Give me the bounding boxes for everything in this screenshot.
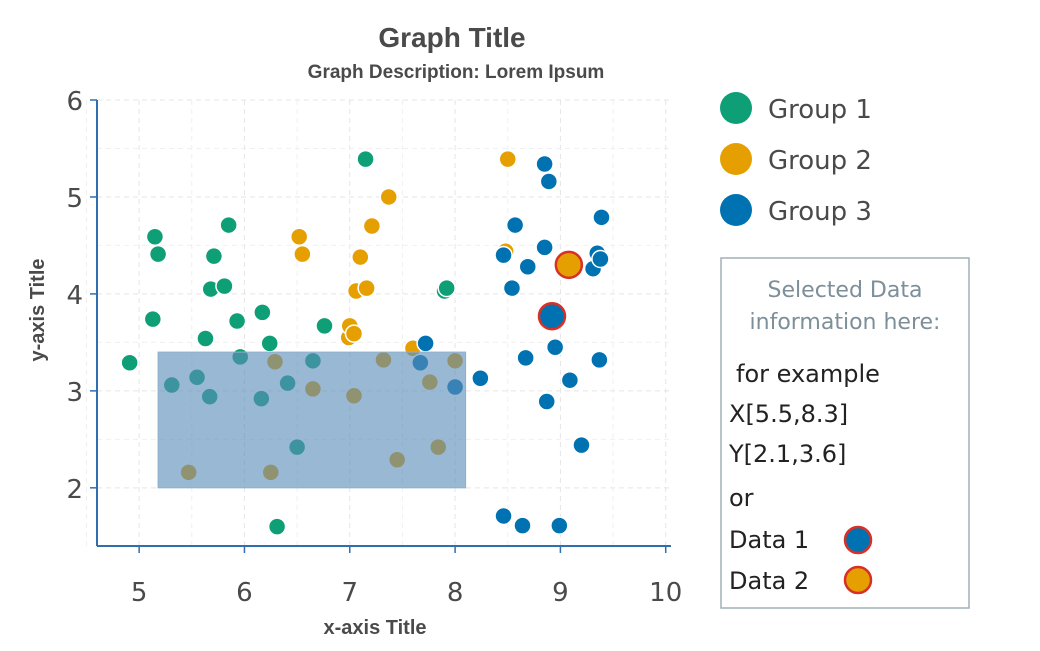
data-point-group-1[interactable] [227,311,247,331]
data-point-group-3[interactable] [494,245,513,265]
chart-subtitle: Graph Description: Lorem Ipsum [308,62,605,83]
data-point-group-1[interactable] [120,353,139,373]
y-tick-label: 6 [66,87,83,117]
data-point-group-1[interactable] [260,334,279,353]
legend-marker-group-3[interactable] [720,194,752,226]
y-tick-label: 4 [66,281,83,311]
info-panel-heading-2: information here: [750,310,941,335]
data-point-group-1[interactable] [196,329,215,348]
x-tick-label: 6 [236,578,253,608]
data-point-group-3[interactable] [471,369,490,388]
data-point-group-1[interactable] [315,316,334,336]
info-data1-marker [843,525,873,555]
data-point-group-3[interactable] [545,337,565,357]
data-point-group-3[interactable] [537,392,556,411]
data-point-group-1[interactable] [204,246,224,266]
x-tick-label: 5 [131,578,148,608]
info-example-label: for example [736,360,880,388]
y-tick-label: 5 [66,184,83,214]
data-point-group-3[interactable] [513,516,532,535]
data-point-group-1[interactable] [253,303,272,322]
legend-marker-group-1[interactable] [720,92,752,124]
data-point-group-3[interactable] [494,506,513,526]
highlighted-point-data-1[interactable] [537,301,567,331]
info-data1-label: Data 1 [729,526,809,554]
data-point-group-2[interactable] [362,216,382,236]
data-point-group-3[interactable] [550,516,569,535]
data-point-group-1[interactable] [267,517,287,536]
data-point-group-3[interactable] [518,257,538,277]
y-axis-title: y-axis Title [27,258,49,361]
data-point-group-1[interactable] [219,215,238,235]
legend: Group 1 Group 2 Group 3 [720,92,872,227]
x-tick-label: 9 [552,578,569,608]
legend-label[interactable]: Group 2 [768,146,872,176]
selected-data-info-panel: Selected Data information here: for exam… [720,257,970,609]
data-point-group-1[interactable] [215,276,234,296]
data-point-group-3[interactable] [505,215,525,235]
data-point-group-3[interactable] [539,172,559,191]
data-point-group-2[interactable] [498,149,518,169]
data-point-group-3[interactable] [516,348,535,368]
data-point-group-3[interactable] [535,238,554,257]
x-tick-label: 10 [649,578,682,608]
info-panel-heading-1: Selected Data [768,278,923,303]
highlighted-point-data-2[interactable] [554,250,584,280]
data-point-group-1[interactable] [143,309,163,329]
info-data2-marker [843,565,873,595]
x-axis-title: x-axis Title [323,617,426,639]
data-point-group-2[interactable] [344,324,364,343]
info-data2-label: Data 2 [729,567,809,595]
info-or-label: or [729,484,754,512]
data-point-group-3[interactable] [535,154,554,174]
info-y-range: Y[2.1,3.6] [728,440,846,468]
data-point-group-1[interactable] [148,244,168,264]
data-point-group-2[interactable] [293,244,312,264]
data-point-group-3[interactable] [416,334,435,353]
chart-title: Graph Title [378,22,525,53]
data-point-group-2[interactable] [289,227,309,246]
data-point-group-1[interactable] [145,227,165,246]
data-point-group-3[interactable] [592,208,611,227]
legend-marker-group-2[interactable] [720,143,752,175]
data-point-group-1[interactable] [437,278,456,298]
legend-label[interactable]: Group 1 [768,95,872,125]
data-point-group-1[interactable] [356,149,375,169]
legend-label[interactable]: Group 3 [768,197,872,227]
data-point-group-3[interactable] [591,249,610,269]
data-point-group-2[interactable] [379,187,398,207]
data-point-group-2[interactable] [351,247,370,267]
data-point-group-3[interactable] [572,435,591,455]
info-panel-frame [720,257,970,609]
axes: 5 6 7 8 9 10 2 3 4 5 6 [66,87,682,608]
data-points [120,149,611,536]
y-tick-label: 2 [66,475,83,505]
data-point-group-2[interactable] [357,278,376,298]
data-point-group-3[interactable] [502,278,522,298]
info-x-range: X[5.5,8.3] [729,400,848,428]
selection-rectangle[interactable] [157,351,467,489]
data-point-group-3[interactable] [590,350,609,370]
x-tick-label: 8 [447,578,464,608]
x-tick-label: 7 [341,578,358,608]
y-tick-label: 3 [66,378,83,408]
data-point-group-3[interactable] [560,370,580,390]
